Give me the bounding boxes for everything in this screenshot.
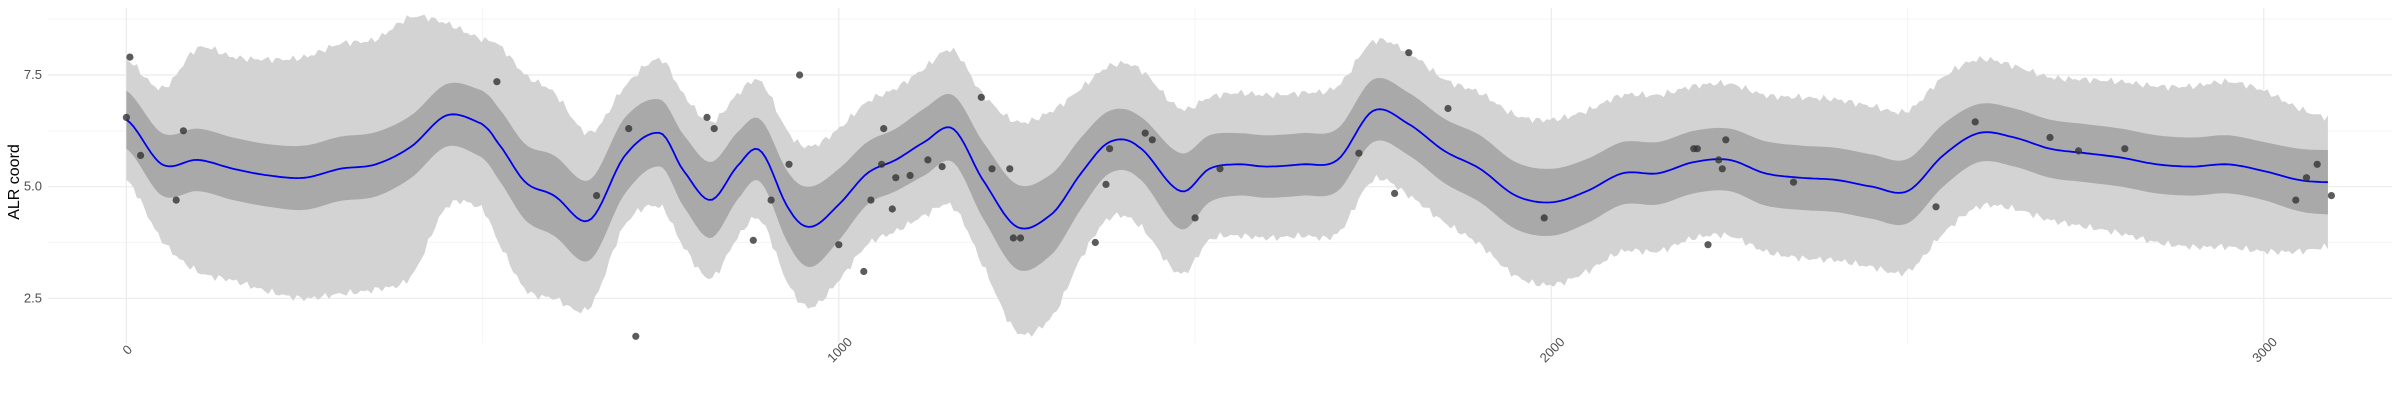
confidence-bands <box>126 14 2328 337</box>
data-points <box>122 49 2335 340</box>
data-point <box>835 241 843 249</box>
data-point <box>892 174 900 182</box>
data-point <box>785 160 793 168</box>
mean-line-layer <box>125 108 2328 230</box>
data-point <box>172 196 180 204</box>
data-point <box>938 163 946 171</box>
data-point <box>1391 189 1399 197</box>
data-point <box>1191 214 1199 222</box>
data-point <box>2121 145 2129 153</box>
data-point <box>137 151 145 159</box>
data-point <box>1405 49 1413 57</box>
data-point <box>1444 104 1452 113</box>
data-point <box>1141 129 1149 137</box>
data-point <box>878 160 886 168</box>
data-point <box>749 236 757 244</box>
data-point <box>1718 165 1726 173</box>
data-point <box>625 125 633 133</box>
data-point <box>1009 234 1018 242</box>
data-point <box>867 196 875 204</box>
data-point <box>1148 136 1156 144</box>
data-point <box>710 125 718 133</box>
y-tick-label: 7.5 <box>24 67 42 82</box>
data-point <box>1016 234 1025 242</box>
data-point <box>2292 196 2300 204</box>
data-point <box>1091 238 1099 247</box>
data-point <box>988 165 996 173</box>
data-point <box>880 125 888 133</box>
data-point <box>2313 160 2321 168</box>
data-point <box>906 171 914 180</box>
data-point <box>1971 118 1979 126</box>
data-point <box>1102 180 1110 188</box>
y-axis-ticks: 2.5 5.0 7.5 <box>24 67 42 305</box>
data-point <box>1932 203 1940 211</box>
data-point <box>1540 214 1548 222</box>
mean-line <box>125 108 2328 230</box>
data-point <box>1704 241 1712 249</box>
data-point <box>2302 174 2311 182</box>
data-point <box>796 71 804 79</box>
data-point <box>2046 133 2054 142</box>
data-point <box>1006 165 1014 173</box>
data-point <box>1355 149 1363 157</box>
y-tick-label: 2.5 <box>24 290 42 305</box>
data-point <box>1715 156 1723 164</box>
data-point <box>2074 147 2083 155</box>
y-axis-title: ALR coord <box>6 144 23 220</box>
data-point <box>1789 178 1798 186</box>
data-point <box>924 156 932 164</box>
data-point <box>767 196 775 204</box>
data-point <box>179 127 187 135</box>
data-point <box>493 78 501 86</box>
data-point <box>2327 192 2335 200</box>
data-point <box>126 53 134 61</box>
data-point <box>632 332 640 340</box>
data-point <box>1216 165 1224 173</box>
data-point <box>593 192 601 200</box>
data-point <box>977 93 985 101</box>
data-point <box>888 205 896 213</box>
inner-band <box>126 77 2328 272</box>
data-point <box>1693 145 1701 153</box>
data-point <box>1106 145 1114 153</box>
y-tick-label: 5.0 <box>24 179 42 194</box>
data-point <box>122 113 130 121</box>
data-point <box>703 113 711 121</box>
data-point <box>860 267 868 276</box>
data-point <box>1722 136 1730 144</box>
